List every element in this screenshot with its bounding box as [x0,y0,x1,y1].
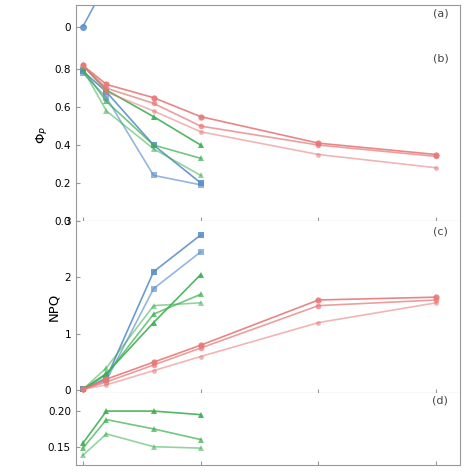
Text: (d): (d) [432,395,448,405]
Text: (a): (a) [433,8,448,18]
Text: (b): (b) [432,54,448,64]
Y-axis label: $\Phi_P$: $\Phi_P$ [35,126,50,144]
Text: (c): (c) [433,226,448,236]
Y-axis label: NPQ: NPQ [47,293,60,321]
